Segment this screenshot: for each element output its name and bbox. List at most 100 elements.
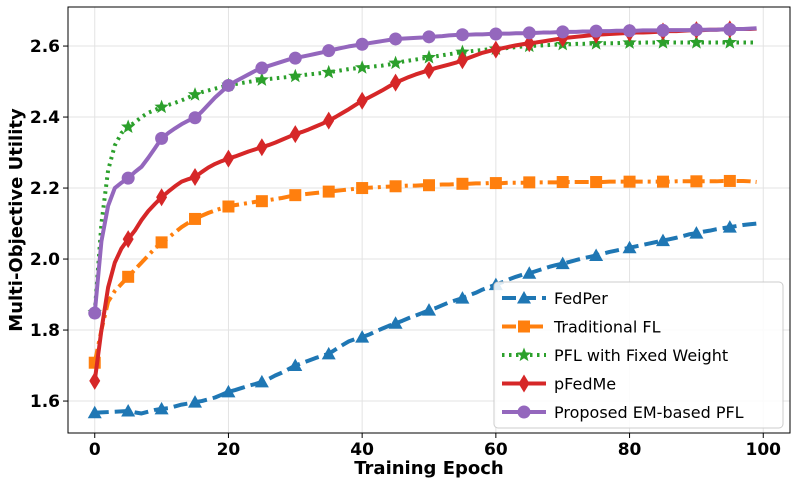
data-point bbox=[523, 176, 536, 189]
y-axis-label: Multi-Objective Utility bbox=[6, 108, 27, 332]
data-point bbox=[288, 68, 303, 83]
data-point bbox=[723, 174, 736, 187]
data-point bbox=[656, 23, 670, 37]
data-point bbox=[355, 330, 370, 343]
series-line bbox=[92, 40, 757, 313]
data-point bbox=[522, 26, 536, 40]
data-point bbox=[122, 270, 135, 283]
data-point bbox=[689, 35, 704, 49]
data-point bbox=[455, 28, 469, 42]
data-point bbox=[321, 64, 336, 79]
legend-label: Proposed EM-based PFL bbox=[554, 403, 744, 422]
data-point bbox=[288, 358, 303, 372]
axis-ticks: 0 20 40 60 80 100 1.6 1.8 2.0 2.2 2.4 2.6 bbox=[30, 37, 781, 460]
data-point bbox=[556, 176, 569, 189]
data-point bbox=[655, 35, 671, 49]
data-point bbox=[556, 25, 570, 39]
series-2 bbox=[87, 35, 757, 319]
legend-label: FedPer bbox=[554, 289, 608, 308]
y-tick-label: 1.6 bbox=[30, 392, 60, 412]
data-point bbox=[221, 384, 236, 398]
data-point bbox=[187, 87, 203, 101]
series-4 bbox=[88, 22, 757, 320]
data-point bbox=[656, 175, 669, 188]
data-point bbox=[322, 185, 335, 198]
data-point bbox=[490, 40, 502, 59]
legend-swatch-marker bbox=[517, 405, 531, 419]
data-point bbox=[222, 149, 234, 168]
legend-swatch-marker bbox=[518, 374, 530, 393]
legend-box bbox=[493, 281, 784, 429]
data-point bbox=[254, 72, 269, 86]
data-point bbox=[489, 27, 503, 41]
data-point bbox=[356, 182, 369, 195]
data-point bbox=[421, 49, 437, 64]
x-tick-label: 0 bbox=[89, 440, 101, 460]
data-point bbox=[121, 403, 136, 417]
data-point bbox=[455, 291, 470, 304]
data-point bbox=[289, 125, 301, 144]
data-point bbox=[121, 171, 135, 185]
data-point bbox=[388, 316, 403, 329]
data-point bbox=[322, 44, 336, 58]
x-tick-label: 60 bbox=[484, 440, 508, 460]
data-point bbox=[89, 371, 101, 390]
data-point bbox=[388, 55, 403, 70]
data-point bbox=[623, 24, 637, 38]
legend-label: pFedMe bbox=[554, 375, 616, 394]
data-point bbox=[255, 195, 268, 208]
legend-swatch-marker bbox=[516, 347, 532, 362]
data-point bbox=[589, 24, 603, 38]
legend-item: FedPer bbox=[502, 289, 608, 308]
series-0 bbox=[87, 220, 757, 419]
data-point bbox=[155, 236, 168, 249]
data-point bbox=[422, 30, 436, 44]
data-point bbox=[690, 175, 703, 188]
data-point bbox=[389, 32, 403, 46]
data-point bbox=[423, 61, 435, 80]
data-point bbox=[154, 99, 169, 114]
x-axis-label: Training Epoch bbox=[354, 458, 503, 479]
data-point bbox=[321, 346, 336, 360]
legend-swatch-marker bbox=[518, 320, 530, 333]
data-point bbox=[356, 91, 368, 110]
x-tick-label: 80 bbox=[618, 440, 642, 460]
data-point bbox=[188, 111, 202, 125]
data-point bbox=[156, 188, 168, 207]
y-tick-label: 2.6 bbox=[30, 37, 60, 57]
data-point bbox=[222, 200, 235, 213]
data-point bbox=[189, 168, 201, 187]
legend-item: Proposed EM-based PFL bbox=[502, 403, 744, 422]
y-tick-label: 2.0 bbox=[30, 250, 60, 270]
data-point bbox=[390, 73, 402, 92]
series-1 bbox=[88, 174, 757, 369]
data-point bbox=[622, 240, 637, 254]
data-point bbox=[255, 61, 269, 75]
data-point bbox=[722, 220, 737, 233]
data-point bbox=[456, 51, 468, 70]
x-tick-label: 20 bbox=[217, 440, 241, 460]
data-point bbox=[456, 177, 469, 190]
legend-swatch-marker bbox=[517, 291, 531, 304]
data-point bbox=[590, 176, 603, 189]
legend-label: PFL with Fixed Weight bbox=[554, 346, 728, 365]
x-tick-label: 100 bbox=[746, 440, 782, 460]
data-point bbox=[323, 111, 335, 130]
plot-frame bbox=[67, 6, 791, 434]
data-point bbox=[189, 212, 202, 225]
legend-item: Traditional FL bbox=[502, 318, 661, 337]
data-point bbox=[623, 175, 636, 188]
data-point bbox=[88, 306, 102, 320]
legend: FedPer Traditional FL PFL with Fixed Weigh… bbox=[493, 281, 784, 429]
data-point bbox=[256, 138, 268, 157]
data-point bbox=[121, 119, 136, 134]
data-point bbox=[422, 303, 436, 316]
data-point bbox=[221, 78, 235, 92]
data-point bbox=[188, 395, 203, 408]
data-point bbox=[155, 131, 169, 145]
data-point bbox=[355, 37, 369, 51]
legend-label: Traditional FL bbox=[553, 318, 661, 337]
legend-item: PFL with Fixed Weight bbox=[502, 346, 728, 365]
y-tick-label: 1.8 bbox=[30, 321, 60, 341]
